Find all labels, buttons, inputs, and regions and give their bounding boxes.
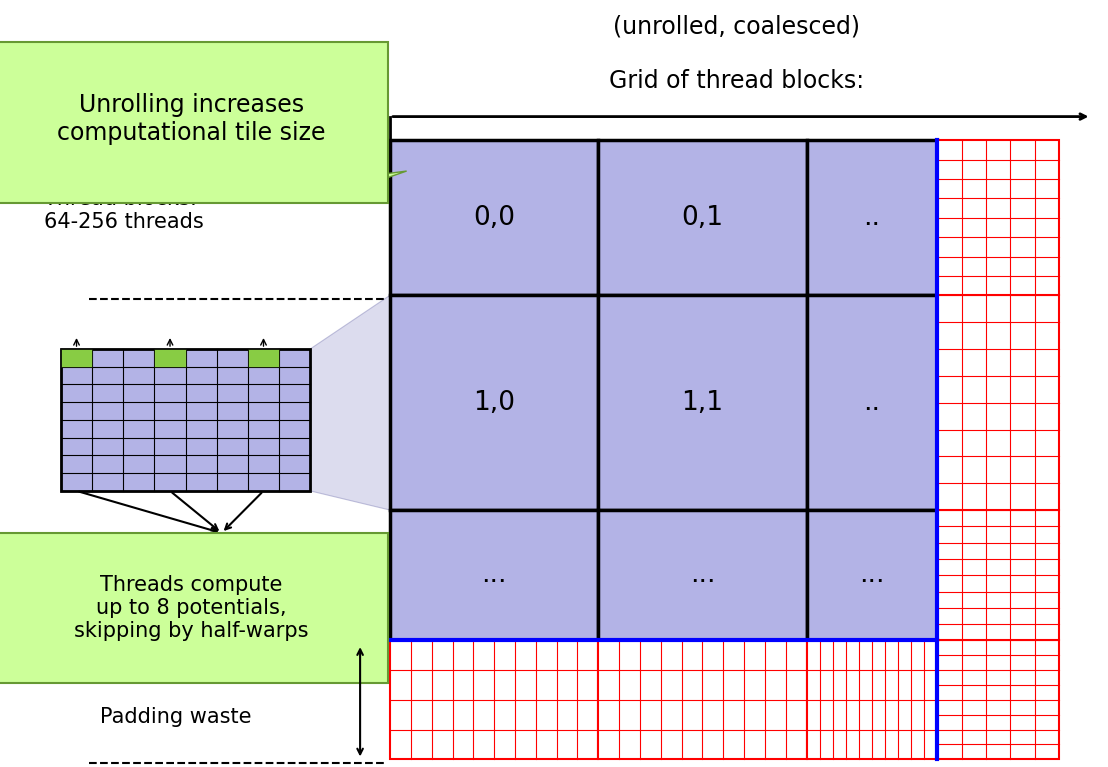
Bar: [390, 640, 598, 759]
Bar: [154, 349, 186, 367]
Bar: [598, 140, 807, 295]
Text: ..: ..: [863, 390, 881, 416]
Bar: [807, 510, 937, 640]
Polygon shape: [192, 171, 407, 199]
Bar: [598, 640, 807, 759]
Bar: [937, 640, 1059, 759]
Bar: [61, 349, 310, 491]
Text: ...: ...: [859, 562, 885, 588]
Bar: [390, 140, 598, 295]
Bar: [61, 349, 92, 367]
Bar: [390, 295, 598, 510]
Text: (unrolled, coalesced): (unrolled, coalesced): [614, 15, 860, 39]
Text: 0,0: 0,0: [473, 205, 515, 231]
Text: 1,1: 1,1: [681, 390, 724, 416]
Bar: [807, 640, 937, 759]
Text: ...: ...: [481, 562, 507, 588]
Text: Threads compute
up to 8 potentials,
skipping by half-warps: Threads compute up to 8 potentials, skip…: [74, 574, 308, 641]
Bar: [390, 510, 598, 640]
Bar: [807, 140, 937, 295]
Bar: [598, 510, 807, 640]
Text: Unrolling increases
computational tile size: Unrolling increases computational tile s…: [57, 93, 326, 145]
Bar: [598, 295, 807, 510]
Polygon shape: [310, 295, 390, 510]
FancyBboxPatch shape: [0, 533, 388, 683]
Bar: [248, 349, 279, 367]
Bar: [807, 295, 937, 510]
Text: 1,0: 1,0: [473, 390, 515, 416]
Bar: [937, 295, 1059, 510]
Text: ..: ..: [863, 205, 881, 231]
Text: Grid of thread blocks:: Grid of thread blocks:: [609, 68, 864, 93]
Text: Padding waste: Padding waste: [100, 707, 252, 727]
Text: ...: ...: [689, 562, 716, 588]
Text: 0,1: 0,1: [681, 205, 724, 231]
FancyBboxPatch shape: [0, 42, 388, 203]
Text: Thread blocks:
64-256 threads: Thread blocks: 64-256 threads: [44, 189, 204, 232]
Bar: [937, 140, 1059, 295]
Bar: [937, 510, 1059, 640]
